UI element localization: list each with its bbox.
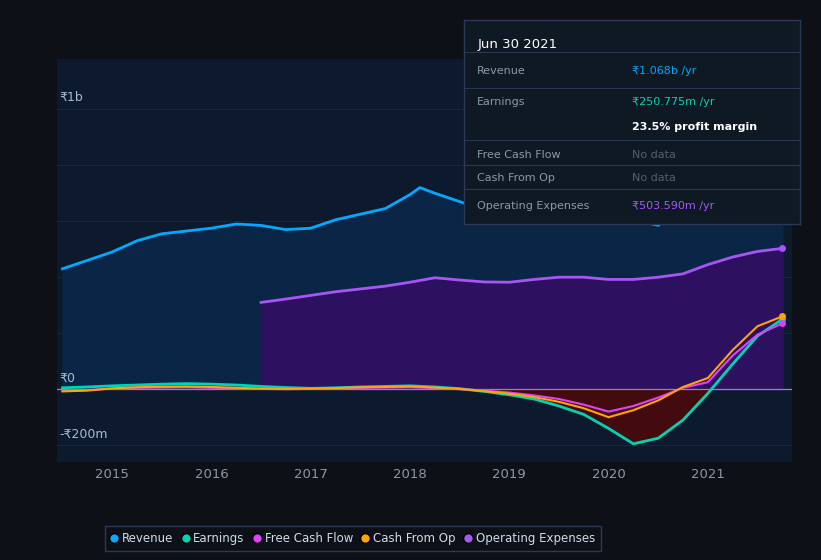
Text: ₹0: ₹0 [59, 372, 76, 385]
Text: Earnings: Earnings [477, 97, 525, 108]
Text: Operating Expenses: Operating Expenses [477, 200, 589, 211]
Text: No data: No data [632, 173, 676, 183]
Text: ₹250.775m /yr: ₹250.775m /yr [632, 97, 714, 108]
Text: Revenue: Revenue [477, 66, 526, 76]
Text: Cash From Op: Cash From Op [477, 173, 555, 183]
Text: 23.5% profit margin: 23.5% profit margin [632, 122, 757, 132]
Text: -₹200m: -₹200m [59, 428, 108, 441]
Text: ₹1.068b /yr: ₹1.068b /yr [632, 66, 696, 76]
Legend: Revenue, Earnings, Free Cash Flow, Cash From Op, Operating Expenses: Revenue, Earnings, Free Cash Flow, Cash … [105, 526, 601, 551]
Text: Free Cash Flow: Free Cash Flow [477, 150, 561, 160]
Text: Jun 30 2021: Jun 30 2021 [477, 38, 557, 51]
Text: No data: No data [632, 150, 676, 160]
Text: ₹503.590m /yr: ₹503.590m /yr [632, 200, 714, 211]
Text: ₹1b: ₹1b [59, 91, 83, 104]
